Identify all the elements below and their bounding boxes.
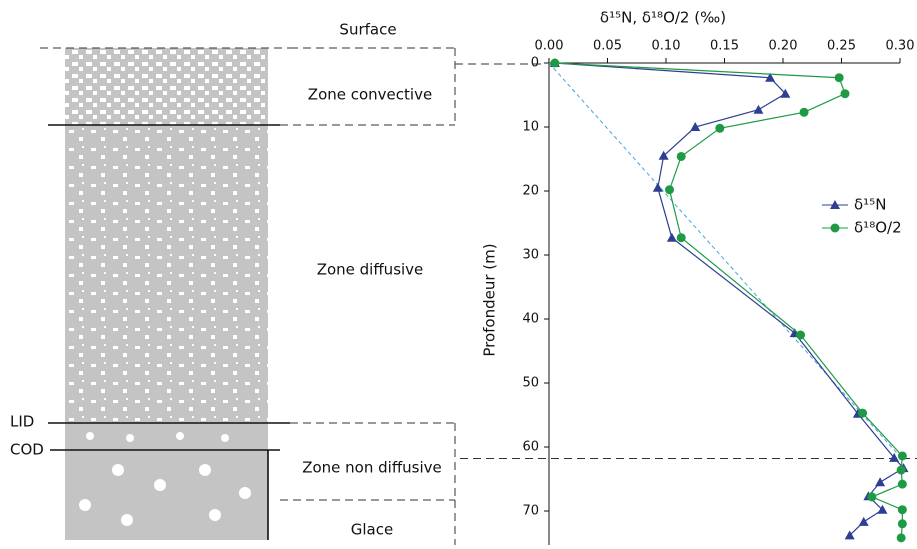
circle-marker: [897, 519, 907, 529]
x-tick-label: 0.05: [593, 39, 622, 54]
circle-marker: [858, 408, 868, 418]
surface-label: Surface: [339, 21, 396, 39]
triangle-marker: [877, 504, 888, 514]
firn-column: Surface Zone convective Zone diffusive L…: [10, 21, 545, 545]
zone-label: Zone non diffusive: [302, 459, 442, 477]
y-tick-label: 0: [531, 56, 539, 71]
legend-label: δ¹⁸O/2: [854, 219, 902, 237]
circle-marker: [665, 185, 675, 195]
y-tick-label: 40: [522, 312, 539, 327]
circle-marker: [834, 73, 844, 83]
circle-marker: [550, 58, 560, 68]
x-tick-label: 0.25: [827, 39, 856, 54]
circle-marker: [897, 505, 907, 515]
triangle-marker: [666, 232, 677, 242]
circle-marker: [896, 533, 906, 543]
zone-label: Glace: [351, 521, 393, 539]
circle-marker: [897, 451, 907, 461]
triangle-marker: [889, 452, 900, 462]
x-axis-title: δ¹⁵N, δ¹⁸O/2 (‰): [600, 9, 726, 27]
series-line: [554, 62, 905, 536]
circle-marker: [867, 492, 877, 502]
y-tick-label: 20: [522, 184, 539, 199]
y-tick-label: 50: [522, 376, 539, 391]
zone-label: Zone convective: [308, 86, 432, 104]
x-tick-label: 0.15: [710, 39, 739, 54]
legend-label: δ¹⁵N: [854, 196, 886, 214]
triangle-marker: [858, 516, 869, 526]
triangle-marker: [765, 72, 776, 82]
lid-label: LID: [10, 413, 34, 431]
y-tick-label: 10: [522, 120, 539, 135]
y-axis-title: Profondeur (m): [481, 243, 499, 356]
triangle-marker: [830, 200, 840, 209]
circle-marker: [896, 465, 906, 475]
y-tick-label: 60: [522, 440, 539, 455]
triangle-marker: [652, 182, 663, 192]
circle-marker: [715, 123, 725, 133]
triangle-marker: [844, 530, 855, 540]
triangle-marker: [690, 122, 701, 131]
zone-label: Zone diffusive: [317, 261, 424, 279]
y-tick-label: 30: [522, 248, 539, 263]
triangle-marker: [753, 104, 764, 114]
reference-line: [548, 62, 901, 457]
y-tick-label: 70: [522, 504, 539, 519]
series-line: [554, 62, 903, 538]
x-tick-label: 0.20: [769, 39, 798, 54]
circle-marker: [830, 223, 840, 233]
circle-marker: [799, 107, 809, 117]
x-tick-label: 0.30: [886, 39, 915, 54]
cod-label: COD: [10, 441, 44, 459]
circle-marker: [840, 89, 850, 99]
triangle-marker: [875, 477, 886, 487]
circle-marker: [676, 233, 686, 243]
circle-marker: [897, 479, 907, 489]
triangle-marker: [658, 150, 669, 160]
triangle-marker: [780, 88, 791, 98]
x-tick-label: 0.00: [535, 39, 564, 54]
circle-marker: [796, 330, 806, 340]
x-tick-label: 0.10: [652, 39, 681, 54]
circle-marker: [676, 151, 686, 161]
